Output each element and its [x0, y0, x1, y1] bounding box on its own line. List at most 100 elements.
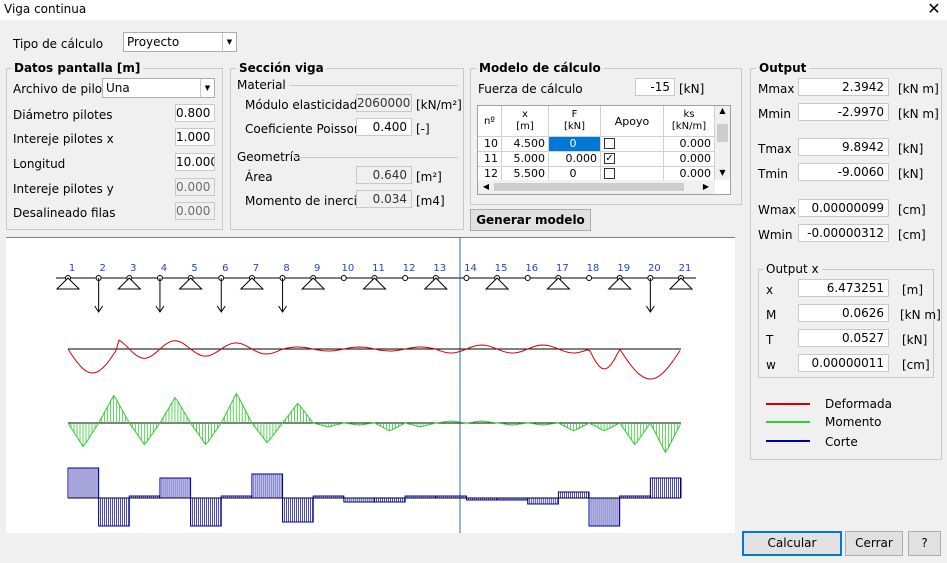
col-header-f-label: F [571, 109, 578, 120]
help-button[interactable]: ? [908, 531, 941, 556]
table-cell-n[interactable]: 11 [478, 152, 502, 167]
tmax-unit: [kN] [898, 142, 924, 156]
beam-diagram-canvas[interactable]: 1 2 3 4 5 6 7 8 9 10 11 12 13 14 15 16 17 18 19 20 21 [6, 236, 735, 533]
apoyo-checkbox[interactable] [604, 168, 615, 179]
area-label: Área [245, 170, 273, 184]
node-label: 18 [587, 263, 600, 274]
table-cell-f[interactable]: 0.000 [549, 152, 601, 167]
m-label: M [766, 308, 777, 322]
table-cell-ks[interactable]: 0.000 [664, 152, 715, 167]
mmin-label: Mmin [758, 107, 791, 121]
table-cell-x[interactable]: 4.500 [502, 137, 549, 152]
wmax-field[interactable]: 0.00000099 [798, 199, 889, 217]
inercia-field[interactable]: 0.034 [356, 190, 412, 208]
corte-block [312, 495, 345, 498]
node-label: 6 [222, 263, 228, 274]
generar-modelo-button[interactable]: Generar modelo [470, 209, 591, 231]
corte-block [527, 498, 559, 505]
modulo-unit: [kN/m²] [416, 98, 462, 112]
fuerza-label: Fuerza de cálculo [478, 82, 583, 96]
intereje-y-field[interactable]: 0.000 [175, 178, 215, 196]
table-cell-x[interactable]: 5.500 [502, 167, 549, 181]
vertical-scrollbar[interactable]: ▲ ▼ [715, 106, 730, 180]
scroll-down-icon[interactable]: ▼ [719, 168, 726, 177]
w-unit: [cm] [902, 358, 930, 372]
col-header-ks[interactable]: ks [kN/m] [664, 106, 715, 137]
intereje-x-field[interactable]: 1.000 [175, 128, 215, 146]
support-triangle [239, 277, 265, 290]
x-unit: [m] [902, 283, 924, 297]
mmax-unit: [kN m] [898, 82, 939, 96]
apoyo-checkbox-checked[interactable]: ✓ [604, 153, 615, 164]
table-cell-n[interactable]: 12 [478, 167, 502, 181]
table-cell-apoyo[interactable] [601, 167, 664, 181]
t-field[interactable]: 0.0527 [798, 329, 889, 347]
tmax-label: Tmax [758, 142, 792, 156]
horizontal-scrollbar[interactable]: ◀ ▶ [478, 180, 715, 194]
col-header-n[interactable]: nº [478, 106, 502, 137]
node-label: 4 [161, 263, 167, 274]
support-triangle [300, 277, 326, 290]
scroll-thumb[interactable] [717, 124, 728, 142]
w-field[interactable]: 0.00000011 [798, 354, 889, 372]
beam-diagram[interactable]: 1 2 3 4 5 6 7 8 9 10 11 12 13 14 15 16 17 18 19 20 21 [6, 236, 735, 533]
longitud-field[interactable]: 10.000 [175, 153, 215, 171]
table-cell-ks[interactable]: 0.000 [664, 167, 715, 181]
mmax-field[interactable]: 2.3942 [798, 78, 889, 96]
support-triangle [484, 277, 510, 290]
corte-block [557, 491, 590, 498]
archivo-pilotes-select[interactable]: Una ▼ [102, 78, 215, 98]
node-label: 5 [191, 263, 197, 274]
scroll-thumb-h[interactable] [494, 183, 684, 191]
mmin-field[interactable]: -2.9970 [798, 103, 889, 121]
fuerza-field[interactable]: -15 [635, 78, 675, 96]
table-cell-x[interactable]: 5.000 [502, 152, 549, 167]
x-field[interactable]: 6.473251 [798, 279, 889, 297]
node-label: 20 [648, 263, 661, 274]
legend-line-momento [766, 421, 810, 423]
table-cell-apoyo[interactable]: ✓ [601, 152, 664, 167]
legend-corte: Corte [825, 435, 858, 449]
cerrar-button[interactable]: Cerrar [845, 531, 903, 556]
tipo-calculo-select[interactable]: Proyecto ▼ [123, 32, 237, 52]
momento-curve [67, 392, 681, 454]
tmax-field[interactable]: 9.8942 [798, 138, 889, 156]
scroll-up-icon[interactable]: ▲ [719, 106, 726, 115]
table-cell-f[interactable]: 0 [549, 167, 601, 181]
col-header-x-label: x [522, 109, 528, 120]
col-header-apoyo[interactable]: Apoyo [601, 106, 664, 137]
table-cell-ks[interactable]: 0.000 [664, 137, 715, 152]
diametro-field[interactable]: 0.800 [175, 104, 215, 122]
apoyo-checkbox[interactable] [604, 138, 615, 149]
support-triangle [178, 277, 203, 290]
node-label: 1 [69, 263, 75, 274]
support-triangle [668, 277, 694, 290]
modelo-calculo-title: Modelo de cálculo [476, 61, 604, 75]
area-field[interactable]: 0.640 [356, 166, 412, 184]
scroll-right-icon[interactable]: ▶ [702, 182, 710, 191]
wmin-field[interactable]: -0.00000312 [798, 224, 889, 242]
poisson-field[interactable]: 0.400 [356, 118, 412, 136]
beam-node [463, 275, 470, 281]
beam-node [340, 275, 347, 281]
corte-block [374, 498, 406, 503]
table-cell-f-selected[interactable]: 0 [549, 137, 601, 152]
tmin-field[interactable]: -9.0060 [798, 163, 889, 181]
tipo-calculo-value: Proyecto [127, 35, 180, 49]
inercia-unit: [m4] [416, 194, 445, 208]
col-header-x[interactable]: x [m] [502, 106, 549, 137]
table-cell-apoyo[interactable] [601, 137, 664, 152]
desalineado-field[interactable]: 0.000 [175, 202, 215, 220]
poisson-label: Coeficiente Poisson [245, 122, 362, 136]
close-icon[interactable]: ✕ [927, 0, 941, 18]
output-group [750, 68, 942, 460]
calcular-button[interactable]: Calcular [742, 531, 842, 556]
col-header-f[interactable]: F [kN] [549, 106, 601, 137]
table-cell-n[interactable]: 10 [478, 137, 502, 152]
m-field[interactable]: 0.0626 [798, 304, 889, 322]
modulo-field[interactable]: 20600000( [356, 94, 412, 112]
node-label: 21 [679, 263, 692, 274]
scroll-left-icon[interactable]: ◀ [482, 182, 490, 191]
load-arrow-head [278, 305, 287, 313]
load-arrow-head [216, 305, 226, 313]
